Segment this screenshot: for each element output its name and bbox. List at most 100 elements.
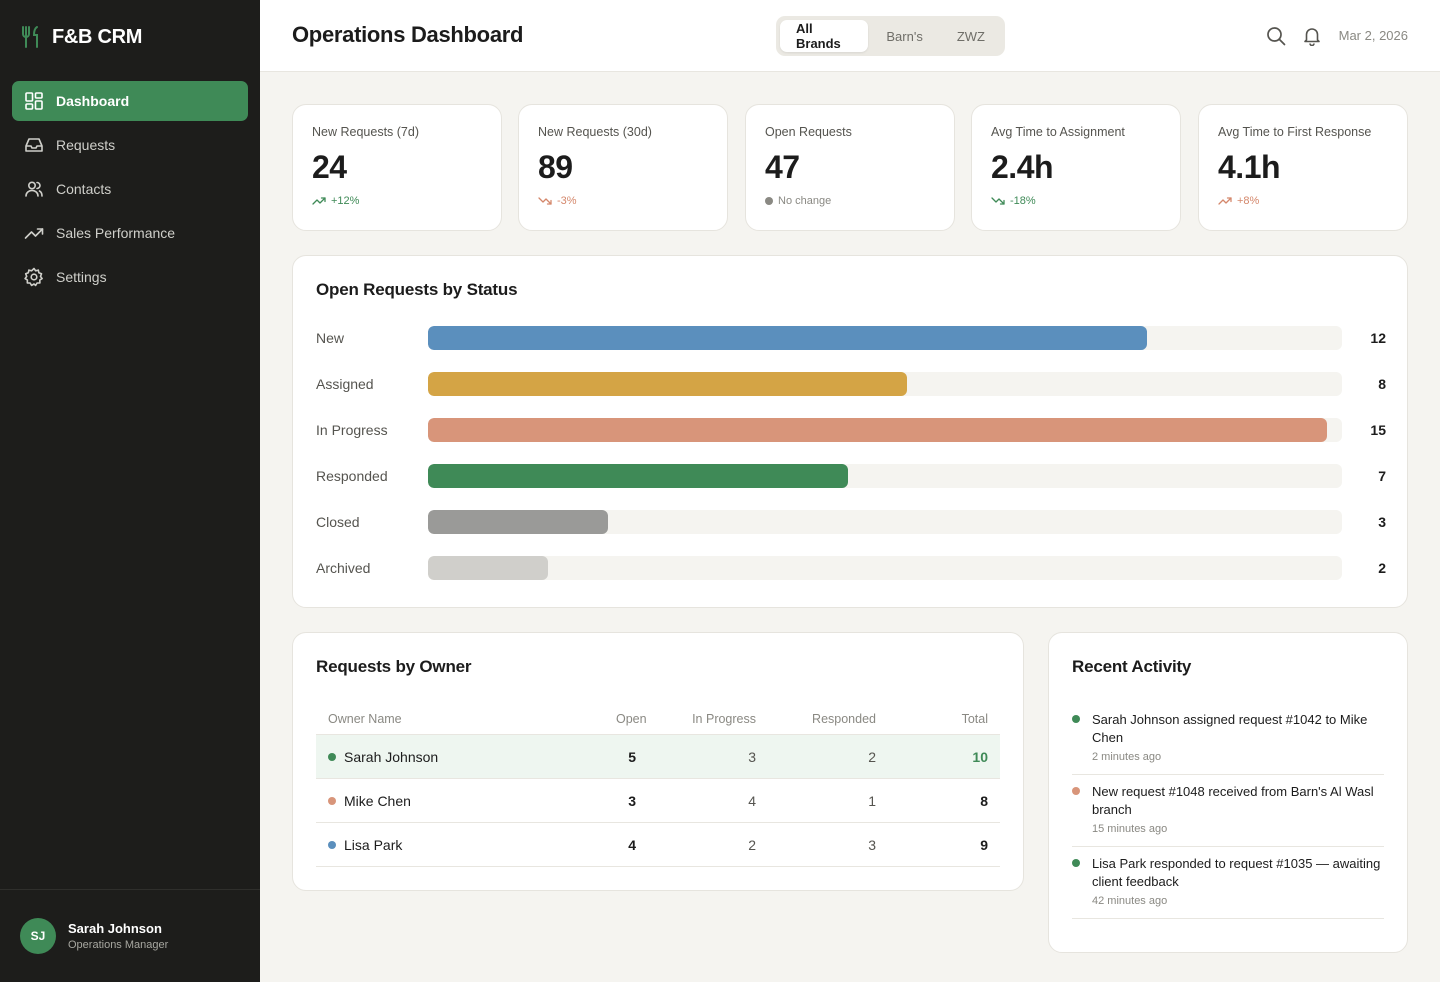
panel-title: Recent Activity — [1072, 657, 1192, 676]
bar — [428, 556, 548, 580]
kpi-delta: -3% — [538, 195, 708, 207]
activity-list: Sarah Johnson assigned request #1042 to … — [1072, 703, 1384, 919]
list-item[interactable]: Lisa Park responded to request #1035 — a… — [1072, 847, 1384, 919]
activity-dot — [1072, 787, 1080, 795]
kpi-delta-value: -18% — [1010, 195, 1036, 207]
sidebar-item-label: Settings — [56, 269, 107, 285]
bar-track — [428, 510, 1342, 534]
bar-label: Closed — [316, 514, 360, 530]
sidebar-item-contacts[interactable]: Contacts — [12, 169, 248, 209]
bar-value-label: 3 — [1378, 514, 1386, 530]
kpi-delta: -18% — [991, 195, 1161, 207]
cell-open: 3 — [628, 792, 636, 809]
app-name: F&B CRM — [52, 25, 143, 48]
search-icon[interactable] — [1266, 26, 1286, 46]
activity-time: 2 minutes ago — [1092, 751, 1162, 763]
bar-track — [428, 464, 1342, 488]
cell-total: 8 — [980, 792, 988, 809]
cell-total: 10 — [972, 748, 988, 765]
kpi-card-open-requests[interactable]: Open Requests 47 No change — [745, 104, 955, 231]
list-item[interactable]: Sarah Johnson assigned request #1042 to … — [1072, 703, 1384, 775]
bar-label: Archived — [316, 560, 371, 576]
tab-zwz[interactable]: ZWZ — [956, 28, 985, 44]
bar-label: New — [316, 330, 345, 346]
status-chart-panel: Open Requests by Status New 12 Assigned 8 In… — [292, 255, 1408, 608]
activity-dot — [1072, 859, 1080, 867]
column-header-responded[interactable]: Responded — [812, 711, 876, 726]
kpi-card-avg-time-to-assignment[interactable]: Avg Time to Assignment 2.4h -18% — [971, 104, 1181, 231]
owner-table: Owner Name Open In Progress Responded To… — [316, 703, 1000, 867]
table-row[interactable]: Lisa Park 4 2 3 9 — [316, 823, 1000, 867]
owner-color-dot — [328, 796, 336, 805]
cell-in-progress: 2 — [748, 836, 756, 853]
brand-switcher: All Brands Barn's ZWZ — [776, 16, 1005, 56]
bar — [428, 464, 848, 488]
bar — [428, 418, 1327, 442]
activity-time: 15 minutes ago — [1092, 823, 1168, 835]
dashboard-icon — [25, 92, 43, 110]
kpi-value: 4.1h — [1218, 149, 1281, 185]
kpi-label: Avg Time to First Response — [1218, 125, 1372, 139]
kpi-value: 89 — [538, 149, 573, 185]
bar-label: Responded — [316, 468, 388, 484]
panel-title: Requests by Owner — [316, 657, 472, 676]
recent-activity-panel: Recent Activity Sarah Johnson assigned r… — [1048, 632, 1408, 953]
column-header-total[interactable]: Total — [961, 711, 988, 726]
bar-label: Assigned — [316, 376, 374, 392]
bar-value-label: 7 — [1378, 468, 1386, 484]
kpi-delta: +8% — [1218, 195, 1388, 207]
cell-total: 9 — [980, 836, 988, 853]
bell-icon[interactable] — [1302, 26, 1322, 46]
user-profile[interactable]: SJ Sarah Johnson Operations Manager — [0, 889, 260, 982]
tab-all-brands[interactable]: All Brands — [780, 20, 869, 52]
list-item[interactable]: New request #1048 received from Barn's A… — [1072, 775, 1384, 847]
bar — [428, 326, 1147, 350]
status-bar-row[interactable]: Archived 2 — [316, 556, 1386, 580]
cell-open: 4 — [628, 836, 636, 853]
activity-dot — [1072, 715, 1080, 723]
kpi-delta-value: -3% — [557, 195, 577, 207]
bar-track — [428, 556, 1342, 580]
kpi-card-new-requests-30d[interactable]: New Requests (30d) 89 -3% — [518, 104, 728, 231]
kpi-delta: No change — [765, 195, 935, 207]
column-header-in-progress[interactable]: In Progress — [692, 711, 756, 726]
table-header: Owner Name Open In Progress Responded To… — [316, 703, 1000, 735]
table-row[interactable]: Mike Chen 3 4 1 8 — [316, 779, 1000, 823]
column-header-open[interactable]: Open — [616, 711, 647, 726]
status-bar-row[interactable]: Assigned 8 — [316, 372, 1386, 396]
bar-track — [428, 418, 1342, 442]
sidebar-item-settings[interactable]: Settings — [12, 257, 248, 297]
status-bar-row[interactable]: New 12 — [316, 326, 1386, 350]
owner-table-panel: Requests by Owner Owner Name Open In Pro… — [292, 632, 1024, 891]
kpi-label: Avg Time to Assignment — [991, 125, 1125, 139]
cell-responded: 2 — [868, 748, 876, 765]
table-row[interactable]: Sarah Johnson 5 3 2 10 — [316, 735, 1000, 779]
kpi-value: 24 — [312, 149, 347, 185]
page-title: Operations Dashboard — [292, 22, 524, 47]
kpi-label: New Requests (7d) — [312, 125, 419, 139]
bar — [428, 510, 608, 534]
panel-title: Open Requests by Status — [316, 280, 518, 299]
trend-up-icon — [24, 228, 44, 239]
owner-color-dot — [328, 840, 336, 849]
brand-logo[interactable]: F&B CRM — [20, 24, 142, 50]
sidebar-item-sales-performance[interactable]: Sales Performance — [12, 213, 248, 253]
tab-barns[interactable]: Barn's — [886, 28, 923, 44]
top-header: Operations Dashboard All Brands Barn's Z… — [260, 0, 1440, 72]
status-bar-row[interactable]: In Progress 15 — [316, 418, 1386, 442]
sidebar-item-requests[interactable]: Requests — [12, 125, 248, 165]
kpi-card-new-requests-7d[interactable]: New Requests (7d) 24 +12% — [292, 104, 502, 231]
current-date: Mar 2, 2026 — [1338, 28, 1408, 43]
status-bar-row[interactable]: Closed 3 — [316, 510, 1386, 534]
bar-track — [428, 372, 1342, 396]
sidebar-item-label: Dashboard — [56, 93, 130, 109]
status-bar-row[interactable]: Responded 7 — [316, 464, 1386, 488]
kpi-card-avg-time-to-first-response[interactable]: Avg Time to First Response 4.1h +8% — [1198, 104, 1408, 231]
kpi-value: 2.4h — [991, 149, 1054, 185]
sidebar-item-dashboard[interactable]: Dashboard — [12, 81, 248, 121]
trend-up-icon — [312, 197, 326, 205]
cell-in-progress: 3 — [748, 748, 756, 765]
activity-text: Sarah Johnson assigned request #1042 to … — [1092, 712, 1368, 745]
column-header-owner-name[interactable]: Owner Name — [328, 711, 402, 726]
bar-value-label: 2 — [1378, 560, 1386, 576]
